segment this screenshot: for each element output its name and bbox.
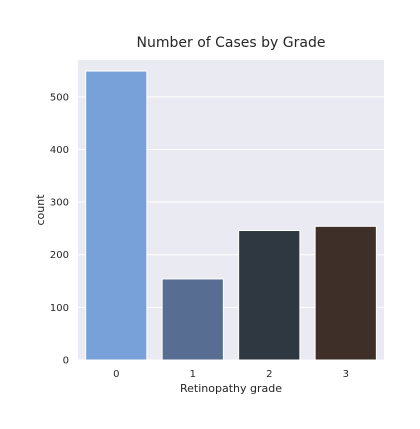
y-tick-label-200: 200 (50, 250, 69, 261)
x-tick-label-0: 0 (113, 369, 119, 380)
x-axis-label: Retinopathy grade (180, 382, 282, 395)
bars (85, 70, 377, 361)
bar-grade-3 (314, 225, 377, 361)
chart-title: Number of Cases by Grade (137, 35, 326, 51)
y-tick-label-300: 300 (50, 198, 69, 209)
y-tick-label-400: 400 (50, 145, 69, 156)
y-tick-label-100: 100 (50, 303, 69, 314)
y-axis-label: count (34, 194, 47, 226)
x-tick-label-3: 3 (343, 369, 349, 380)
x-tick-label-1: 1 (190, 369, 196, 380)
y-tick-label-0: 0 (63, 356, 69, 367)
y-tick-label-500: 500 (50, 92, 69, 103)
bar-grade-1 (161, 278, 224, 361)
x-tick-label-2: 2 (266, 369, 272, 380)
y-axis-ticks: 0 100 200 300 400 500 (50, 92, 69, 366)
bar-grade-0 (85, 70, 148, 361)
bar-grade-2 (238, 230, 301, 361)
x-axis-ticks: 0 1 2 3 (113, 369, 349, 380)
